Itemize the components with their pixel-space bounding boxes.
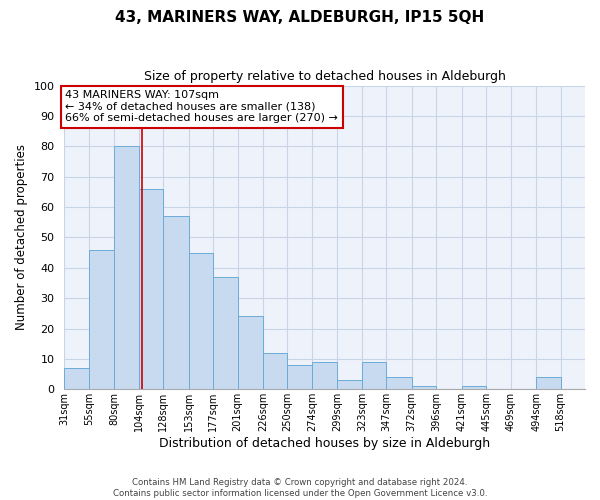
Bar (263, 353, 287, 390)
Bar (238, 316, 263, 390)
Bar (337, 380, 362, 390)
Bar (64, 368, 89, 390)
X-axis label: Distribution of detached houses by size in Aldeburgh: Distribution of detached houses by size … (159, 437, 490, 450)
Bar (89, 250, 114, 390)
Bar (312, 362, 337, 390)
Bar (362, 362, 386, 390)
Text: Contains HM Land Registry data © Crown copyright and database right 2024.
Contai: Contains HM Land Registry data © Crown c… (113, 478, 487, 498)
Y-axis label: Number of detached properties: Number of detached properties (15, 144, 28, 330)
Bar (163, 216, 188, 390)
Bar (139, 189, 163, 390)
Bar (213, 277, 238, 390)
Bar (536, 377, 560, 390)
Bar (412, 386, 436, 390)
Bar (188, 252, 213, 390)
Bar (114, 146, 139, 390)
Text: 43, MARINERS WAY, ALDEBURGH, IP15 5QH: 43, MARINERS WAY, ALDEBURGH, IP15 5QH (115, 10, 485, 25)
Bar (461, 386, 486, 390)
Text: 43 MARINERS WAY: 107sqm
← 34% of detached houses are smaller (138)
66% of semi-d: 43 MARINERS WAY: 107sqm ← 34% of detache… (65, 90, 338, 124)
Bar (287, 365, 312, 390)
Bar (386, 377, 412, 390)
Title: Size of property relative to detached houses in Aldeburgh: Size of property relative to detached ho… (144, 70, 506, 83)
